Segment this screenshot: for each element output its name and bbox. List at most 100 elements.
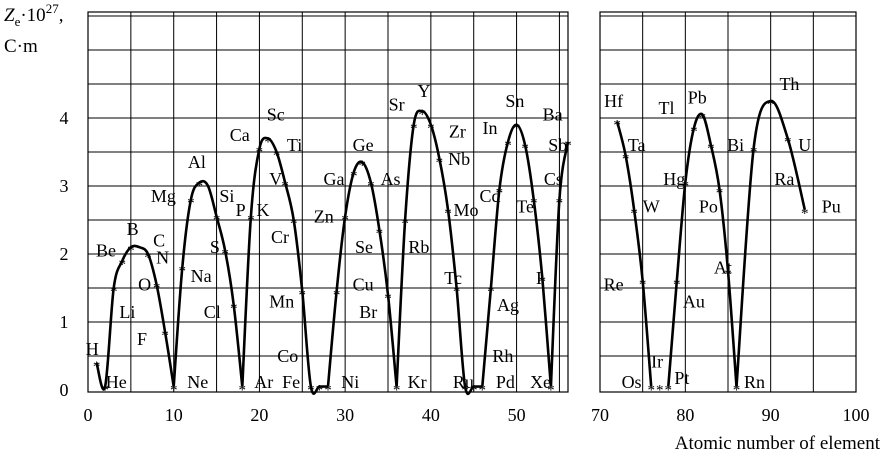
data-point-marker: * [665, 383, 673, 399]
element-label: O [138, 275, 151, 295]
element-label: Rn [744, 372, 765, 392]
element-label: Ge [353, 135, 374, 155]
y-tick-label: 0 [60, 380, 69, 400]
data-point-marker: * [161, 328, 169, 344]
data-point-marker: * [419, 107, 427, 123]
data-point-marker: * [350, 168, 358, 184]
data-point-marker: * [196, 179, 204, 195]
data-point-marker: * [324, 383, 332, 399]
element-label: B [127, 219, 139, 239]
y-axis-subscript: e [15, 14, 21, 29]
data-point-marker: * [613, 117, 621, 133]
element-label: K [256, 200, 269, 220]
data-point-marker: * [750, 145, 758, 161]
data-point-marker: * [673, 277, 681, 293]
series-line [395, 109, 483, 396]
data-point-marker: * [213, 213, 221, 229]
data-point-marker: * [656, 383, 664, 399]
x-tick-label: 0 [84, 405, 93, 425]
element-label: Au [683, 292, 705, 312]
data-point-marker: * [707, 141, 715, 157]
data-point-marker: * [110, 284, 118, 300]
element-label: Cl [204, 302, 221, 322]
element-label: Hg [663, 169, 685, 189]
data-point-marker: * [384, 291, 392, 307]
element-label: Xe [530, 372, 551, 392]
element-label: Ir [651, 351, 663, 371]
data-point-marker: * [401, 216, 409, 232]
element-label: In [483, 118, 498, 138]
element-label: I [536, 268, 542, 288]
element-label: P [236, 200, 246, 220]
y-tick-label: 2 [60, 244, 69, 264]
element-label: Po [699, 196, 718, 216]
element-label: Ti [287, 135, 302, 155]
x-tick-label: 10 [165, 405, 183, 425]
element-label: Si [219, 186, 234, 206]
y-axis-title: Ze·1027, [4, 1, 63, 29]
curves [95, 99, 807, 396]
element-label: Ta [628, 135, 646, 155]
data-point-marker: * [690, 124, 698, 140]
x-tick-label: 80 [676, 405, 694, 425]
data-point-marker: * [239, 383, 247, 399]
series-line [615, 121, 653, 387]
data-point-marker: * [547, 383, 555, 399]
data-point-marker: * [170, 383, 178, 399]
data-point-marker: * [682, 179, 690, 195]
data-markers: * * * * * * * * * * * * * * * * * * * * * * * * * * * * * * * * * * * * * * * *… [93, 97, 809, 399]
element-label: Tc [444, 268, 462, 288]
element-label: Cu [353, 275, 374, 295]
data-point-marker: * [367, 179, 375, 195]
data-point-marker: * [496, 185, 504, 201]
data-point-marker: * [256, 145, 264, 161]
y-tick-label: 3 [60, 176, 69, 196]
element-label: Th [779, 74, 799, 94]
data-point-marker: * [801, 206, 809, 222]
element-label: W [643, 196, 660, 216]
data-point-marker: * [359, 158, 367, 174]
data-point-marker: * [436, 155, 444, 171]
element-label: Y [418, 81, 431, 101]
element-label: Se [355, 237, 373, 257]
data-point-marker: * [427, 121, 435, 137]
y-axis-unit: C·m [4, 36, 38, 57]
series-line [667, 112, 738, 387]
data-point-marker: * [230, 301, 238, 317]
data-point-marker: * [513, 121, 521, 137]
y-axis-exponent: 27 [46, 1, 60, 16]
element-label: Te [516, 196, 534, 216]
data-point-marker: * [144, 250, 152, 266]
series-line [95, 244, 175, 391]
element-label: Ga [324, 169, 345, 189]
data-point-marker: * [724, 267, 732, 283]
data-point-marker: * [767, 97, 775, 113]
element-label: Ra [774, 169, 794, 189]
data-point-marker: * [264, 134, 272, 150]
data-point-marker: * [444, 206, 452, 222]
y-axis-comma: , [59, 5, 64, 26]
element-label: Ru [453, 372, 474, 392]
series-line [735, 99, 807, 387]
element-label: Hf [604, 91, 623, 111]
data-point-marker: * [316, 383, 324, 399]
left-panel-frame [87, 11, 569, 393]
element-label: Bi [727, 135, 744, 155]
x-tick-label: 20 [250, 405, 268, 425]
data-point-marker: * [556, 196, 564, 212]
data-point-marker: * [530, 196, 538, 212]
data-point-marker: * [221, 247, 229, 263]
series-line [481, 123, 553, 387]
element-label: Al [188, 152, 206, 172]
element-label: N [156, 247, 169, 267]
x-tick-labels: 0 10 20 30 40 50 70 80 90 100 [84, 405, 870, 425]
data-point-marker: * [179, 264, 187, 280]
element-label: Fe [282, 372, 300, 392]
data-point-marker: * [521, 141, 529, 157]
data-point-marker: * [410, 121, 418, 137]
x-tick-label: 100 [843, 405, 870, 425]
data-point-marker: * [639, 277, 647, 293]
element-label: Cr [271, 227, 289, 247]
data-point-marker: * [470, 383, 478, 399]
